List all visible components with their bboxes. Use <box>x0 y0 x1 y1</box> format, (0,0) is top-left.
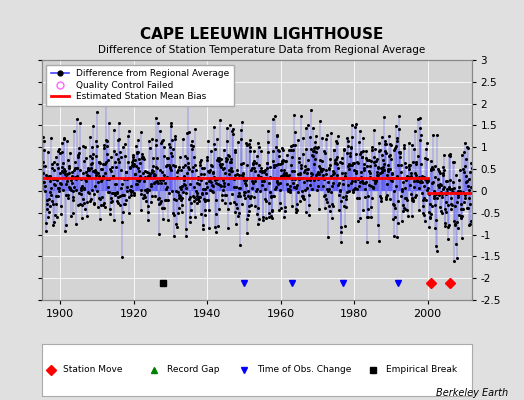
Text: Empirical Break: Empirical Break <box>386 366 457 374</box>
Legend: Difference from Regional Average, Quality Control Failed, Estimated Station Mean: Difference from Regional Average, Qualit… <box>47 64 234 106</box>
Text: CAPE LEEUWIN LIGHTHOUSE: CAPE LEEUWIN LIGHTHOUSE <box>140 27 384 42</box>
Text: Record Gap: Record Gap <box>167 366 219 374</box>
Text: Difference of Station Temperature Data from Regional Average: Difference of Station Temperature Data f… <box>99 45 425 55</box>
Text: Berkeley Earth: Berkeley Earth <box>436 388 508 398</box>
Text: Station Move: Station Move <box>63 366 123 374</box>
Text: Time of Obs. Change: Time of Obs. Change <box>257 366 351 374</box>
